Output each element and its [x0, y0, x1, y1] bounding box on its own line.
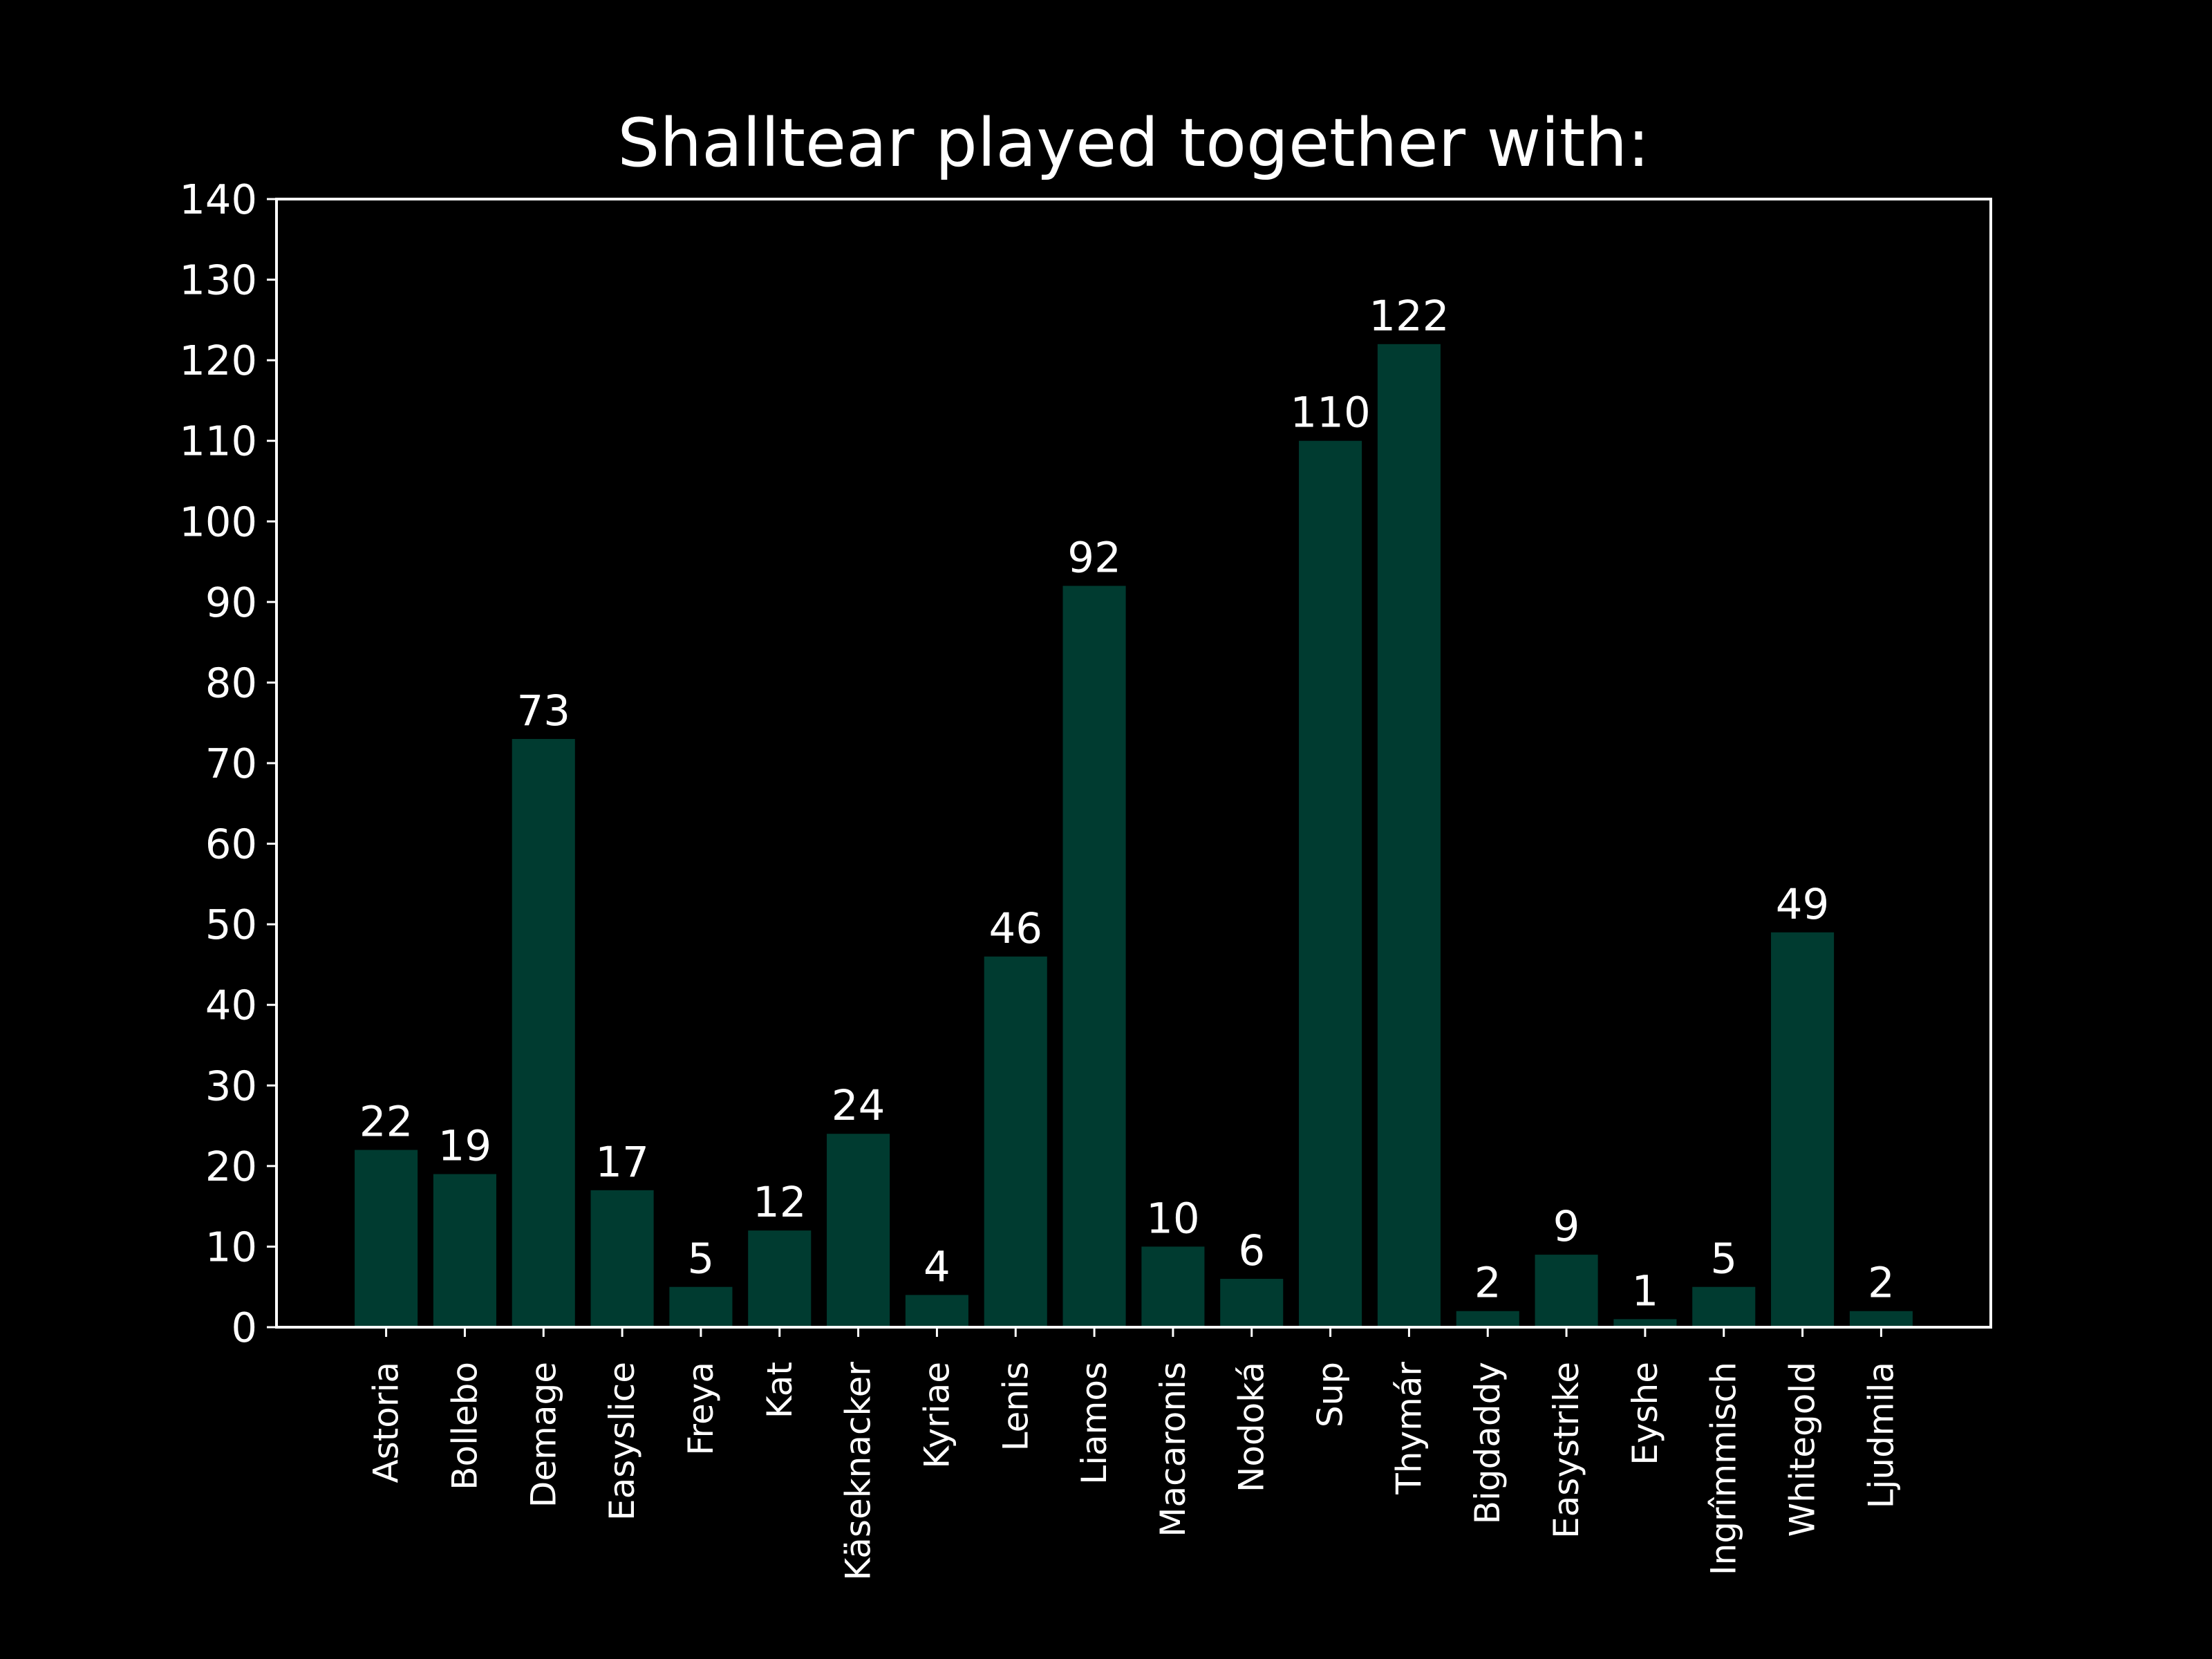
bar-value-label: 10: [1146, 1194, 1200, 1243]
bar: [1377, 344, 1441, 1327]
bar-value-label: 2: [1474, 1259, 1501, 1308]
bar: [1771, 932, 1835, 1327]
bar-value-label: 24: [832, 1081, 885, 1130]
bar-value-label: 92: [1067, 534, 1121, 583]
bar: [1220, 1279, 1284, 1327]
y-tick-label: 40: [205, 982, 257, 1029]
x-tick-label: Nodoká: [1232, 1362, 1272, 1492]
y-tick-label: 10: [205, 1223, 257, 1271]
x-tick-label: Easyslice: [602, 1362, 642, 1521]
y-tick-label: 30: [205, 1062, 257, 1109]
y-tick-label: 0: [231, 1304, 257, 1351]
y-tick-label: 130: [179, 256, 257, 304]
bar-value-label: 46: [988, 904, 1042, 953]
x-tick-label: Eyshe: [1625, 1362, 1665, 1465]
chart-title: Shalltear played together with:: [617, 104, 1649, 182]
bar-value-label: 49: [1776, 880, 1830, 929]
y-tick-label: 110: [179, 418, 257, 465]
x-tick-label: Astoria: [366, 1362, 406, 1483]
bar-value-label: 9: [1553, 1202, 1580, 1251]
bar: [1299, 440, 1362, 1327]
y-tick-label: 120: [179, 337, 257, 384]
bar: [1613, 1319, 1677, 1327]
x-tick-label: Demage: [523, 1362, 563, 1508]
x-tick-label: Ljudmila: [1861, 1362, 1901, 1508]
y-axis: 0 10 20 30 40 50 60 70 80 90 100 110 120 130 140: [179, 176, 276, 1351]
plot-frame: [275, 198, 1992, 1329]
x-tick-label: Sup: [1311, 1362, 1351, 1427]
bar-value-label: 110: [1290, 388, 1370, 438]
bar-series: [355, 344, 1913, 1327]
bar: [355, 1150, 418, 1327]
y-tick-label: 140: [179, 176, 257, 223]
bar: [669, 1286, 733, 1327]
data-labels: 22 19 73 17 5 12 24 4 46 92 10 6 110 122 2 9 1 5 49 2: [359, 292, 1895, 1316]
bar: [827, 1134, 890, 1327]
y-tick-label: 20: [205, 1143, 257, 1190]
bar-value-label: 22: [359, 1098, 413, 1147]
x-axis: Astoria Bollebo Demage Easyslice Freya Kat Käs…: [366, 1327, 1901, 1581]
bar-value-label: 4: [924, 1242, 950, 1291]
x-tick-label: Easystrike: [1546, 1362, 1586, 1539]
bar-value-label: 12: [753, 1178, 807, 1227]
x-tick-label: Freya: [681, 1362, 721, 1456]
x-tick-label: Lenis: [995, 1362, 1035, 1451]
x-tick-label: Käseknacker: [838, 1362, 879, 1581]
x-tick-label: Bigdaddy: [1468, 1362, 1508, 1524]
x-tick-label: Kat: [760, 1362, 800, 1418]
bar-value-label: 5: [688, 1235, 715, 1284]
bar: [748, 1230, 812, 1327]
x-tick-label: Macaronis: [1153, 1362, 1193, 1537]
bar: [1535, 1255, 1598, 1327]
x-tick-label: Liamos: [1074, 1362, 1114, 1485]
x-tick-label: Thymár: [1389, 1362, 1429, 1495]
bar: [512, 739, 575, 1327]
bar-value-label: 122: [1369, 292, 1449, 341]
y-tick-label: 70: [205, 740, 257, 787]
x-tick-label: Whitegold: [1783, 1362, 1823, 1537]
bar: [1692, 1286, 1756, 1327]
bar-value-label: 2: [1868, 1259, 1895, 1308]
bar: [905, 1295, 968, 1327]
x-tick-label: Kyriae: [917, 1362, 957, 1469]
bar: [433, 1174, 496, 1327]
bar-value-label: 5: [1710, 1235, 1737, 1284]
y-tick-label: 50: [205, 901, 257, 948]
bar-value-label: 17: [595, 1138, 649, 1187]
bar-value-label: 6: [1238, 1226, 1265, 1275]
bar: [1849, 1311, 1913, 1327]
y-tick-label: 100: [179, 498, 257, 545]
bar-value-label: 1: [1631, 1266, 1658, 1315]
bar: [1456, 1311, 1519, 1327]
bar: [1141, 1246, 1205, 1327]
bar-value-label: 19: [438, 1122, 492, 1171]
bar: [590, 1190, 654, 1327]
bar: [984, 956, 1047, 1327]
x-tick-label: Bollebo: [444, 1362, 485, 1490]
y-tick-label: 60: [205, 821, 257, 868]
bar-value-label: 73: [516, 686, 570, 735]
y-tick-label: 90: [205, 579, 257, 626]
bar: [1062, 585, 1126, 1327]
y-tick-label: 80: [205, 659, 257, 706]
x-tick-label: Ingrîmmisch: [1704, 1362, 1744, 1575]
